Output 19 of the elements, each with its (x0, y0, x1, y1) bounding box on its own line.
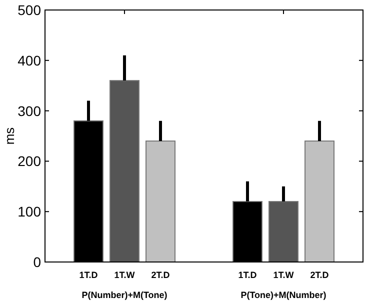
bar (268, 201, 298, 262)
x-tick-label: P(Number)+M(Tone) (82, 290, 168, 300)
y-tick-label: 100 (18, 204, 42, 220)
bar (110, 80, 140, 262)
series-label: 2T.D (151, 270, 170, 280)
series-label: 1T.D (79, 270, 98, 280)
y-tick-label: 0 (33, 254, 42, 270)
y-tick-label: 500 (18, 2, 42, 18)
text: 2T.D (310, 270, 329, 280)
series-label: 1T.W (114, 270, 136, 280)
text: 1T.W (273, 270, 294, 280)
x-tick-label: P(Tone)+M(Number) (240, 290, 326, 300)
y-tick-label: 400 (18, 52, 42, 68)
bar (304, 140, 334, 262)
bar (146, 140, 176, 262)
y-axis-title: ms (2, 126, 17, 145)
text: 1T.D (238, 270, 257, 280)
y-tick-label: 200 (18, 153, 42, 170)
y-tick-label: 300 (18, 102, 42, 119)
